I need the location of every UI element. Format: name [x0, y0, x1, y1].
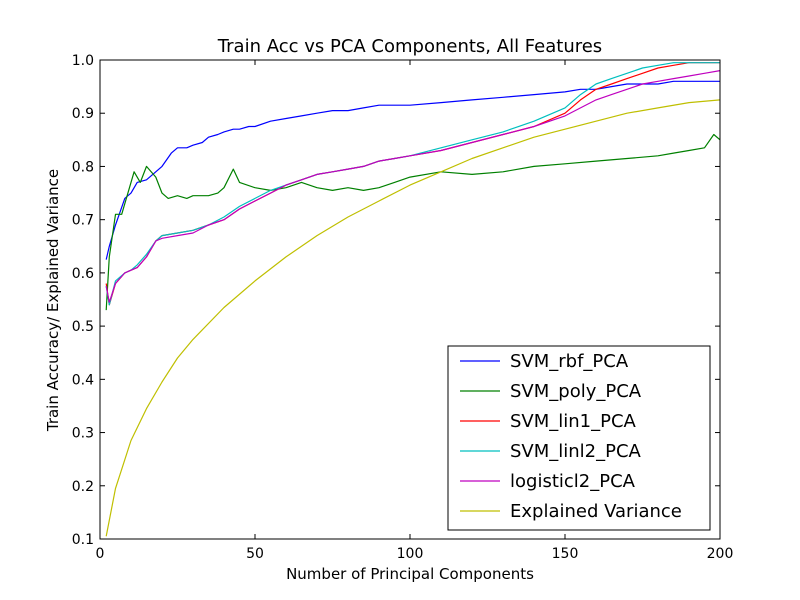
legend-label-4: logisticl2_PCA: [510, 471, 636, 492]
series-line-1: [105, 133, 721, 311]
legend-entries: SVM_rbf_PCA SVM_poly_PCA SVM_lin1_PCA SVM_l…: [460, 351, 682, 522]
y-tick-label: 1.0: [72, 53, 94, 69]
y-tick-label: 0.6: [72, 266, 94, 282]
legend-label-3: SVM_linl2_PCA: [510, 441, 642, 462]
y-tick-label: 0.4: [72, 372, 94, 388]
x-axis-ticks: 0 50 100 150 200: [96, 60, 734, 562]
legend: SVM_rbf_PCA SVM_poly_PCA SVM_lin1_PCA SVM_l…: [447, 345, 711, 531]
y-axis-label: Train Accuracy/ Explained Variance: [44, 169, 62, 432]
x-tick-label: 200: [707, 546, 734, 562]
x-tick-label: 0: [96, 546, 105, 562]
y-tick-label: 0.8: [72, 159, 94, 175]
series-lines: [105, 62, 721, 537]
plot-area: [99, 59, 721, 540]
y-tick-label: 0.9: [72, 106, 94, 122]
legend-label-5: Explained Variance: [510, 501, 682, 522]
x-tick-label: 100: [397, 546, 424, 562]
y-tick-label: 0.5: [72, 319, 94, 335]
series-line-0: [105, 80, 720, 260]
legend-box: [447, 345, 711, 531]
y-axis-ticks: 0.1 0.2 0.3 0.4 0.5 0.6 0.7 0.8 0.9 1.0: [72, 53, 720, 548]
series-line-4: [105, 70, 721, 303]
chart-title: Train Acc vs PCA Components, All Feature…: [217, 36, 602, 57]
series-line-5: [105, 99, 721, 537]
y-tick-label: 0.1: [72, 532, 94, 548]
y-tick-label: 0.7: [72, 213, 94, 229]
y-tick-label: 0.3: [72, 426, 94, 442]
y-tick-label: 0.2: [72, 479, 94, 495]
x-tick-label: 50: [246, 546, 264, 562]
x-tick-label: 150: [552, 546, 579, 562]
legend-label-2: SVM_lin1_PCA: [510, 411, 637, 432]
legend-label-1: SVM_poly_PCA: [510, 381, 642, 402]
legend-label-0: SVM_rbf_PCA: [510, 351, 629, 372]
x-axis-label: Number of Principal Components: [286, 565, 534, 583]
